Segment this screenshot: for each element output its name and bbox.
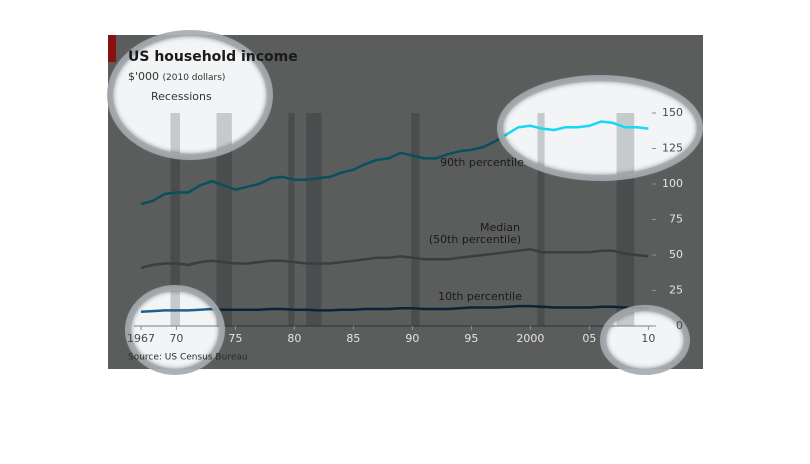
x-tick-label: 75 — [228, 332, 242, 345]
y-tick-label: 100 — [662, 177, 683, 190]
spotlight-ring — [107, 30, 273, 160]
y-tick-label: 75 — [669, 213, 683, 226]
x-tick-label: 85 — [346, 332, 360, 345]
series-note: (50th percentile) — [429, 233, 521, 246]
x-tick-label: 2000 — [516, 332, 544, 345]
x-tick-label: 10 — [641, 332, 655, 345]
source-note: Source: US Census Bureau — [128, 353, 248, 363]
dim-overlay — [108, 35, 703, 369]
x-tick-label: 05 — [582, 332, 596, 345]
series-label: 90th percentile — [440, 156, 524, 169]
subtitle-unit: $'000 — [128, 70, 159, 83]
y-tick-label: 50 — [669, 248, 683, 261]
x-tick-label: 70 — [169, 332, 183, 345]
x-tick-label: 80 — [287, 332, 301, 345]
y-tick-label: 150 — [662, 106, 683, 119]
recessions-label: Recessions — [151, 90, 212, 103]
y-tick-label: 125 — [662, 142, 683, 155]
chart-subtitle: $'000 (2010 dollars) — [128, 70, 225, 83]
x-tick-label: 1967 — [127, 332, 155, 345]
series-label: 10th percentile — [438, 290, 522, 303]
x-tick-label: 95 — [464, 332, 478, 345]
spotlight-ring — [497, 75, 703, 181]
x-tick-label: 90 — [405, 332, 419, 345]
y-tick-label: 0 — [676, 319, 683, 332]
y-tick-label: 25 — [669, 284, 683, 297]
subtitle-note: (2010 dollars) — [163, 73, 226, 83]
spotlight-ring — [125, 285, 225, 375]
series-label: Median — [480, 221, 520, 234]
spotlight-ring — [600, 305, 690, 375]
brand-tab — [108, 35, 116, 62]
chart-title: US household income — [128, 49, 298, 65]
